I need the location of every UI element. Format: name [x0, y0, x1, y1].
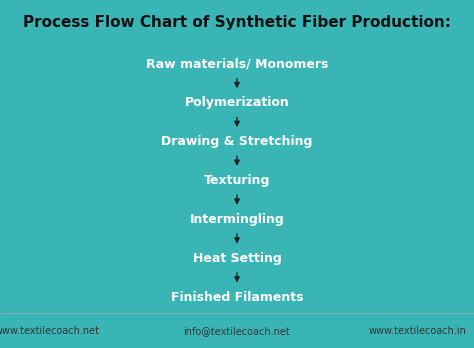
Text: Heat Setting: Heat Setting: [192, 252, 282, 265]
Text: Intermingling: Intermingling: [190, 213, 284, 226]
Text: www.textilecoach.net: www.textilecoach.net: [0, 326, 100, 336]
Text: Process Flow Chart of Synthetic Fiber Production:: Process Flow Chart of Synthetic Fiber Pr…: [23, 15, 451, 30]
Text: Raw materials/ Monomers: Raw materials/ Monomers: [146, 57, 328, 71]
Text: Texturing: Texturing: [204, 174, 270, 187]
Text: Finished Filaments: Finished Filaments: [171, 291, 303, 303]
Text: info@textilecoach.net: info@textilecoach.net: [183, 326, 291, 336]
Text: Polymerization: Polymerization: [185, 96, 289, 109]
Text: www.textilecoach.in: www.textilecoach.in: [368, 326, 466, 336]
Text: Drawing & Stretching: Drawing & Stretching: [161, 135, 313, 148]
